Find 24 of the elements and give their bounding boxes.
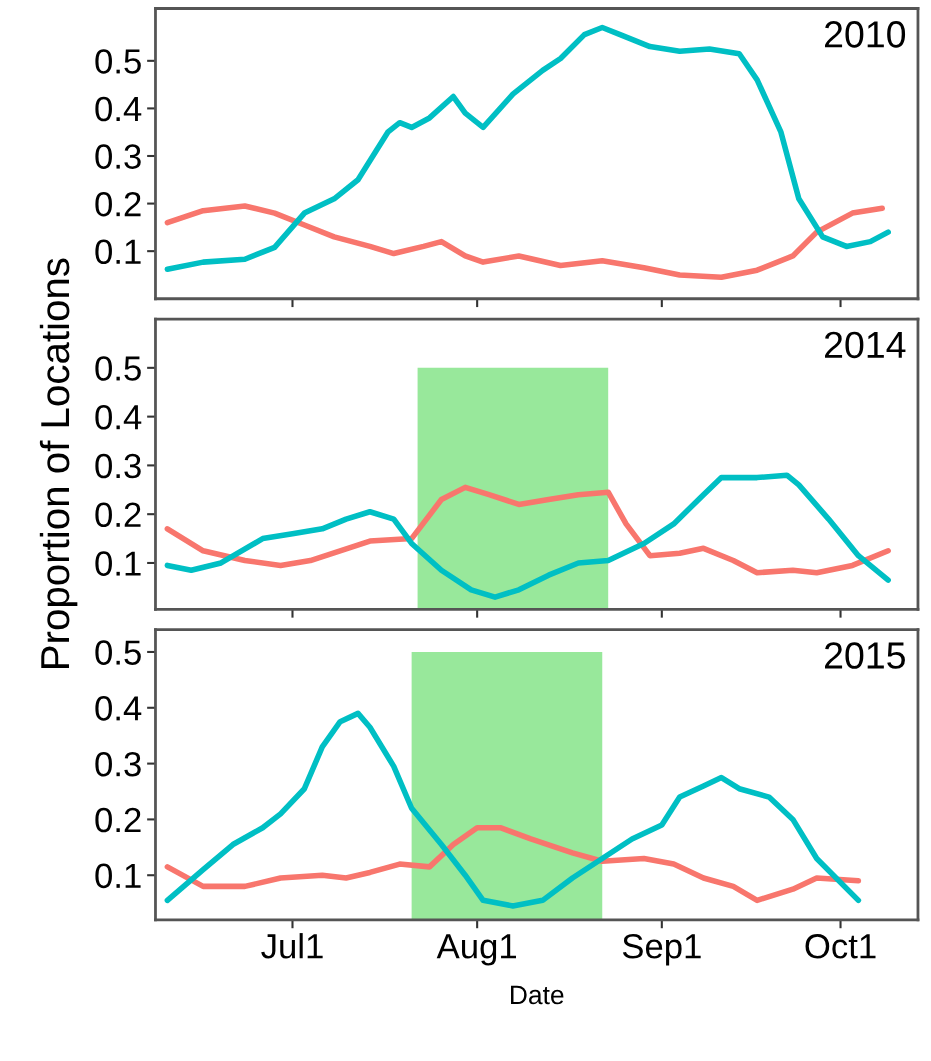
chart-title: 2010	[825, 21, 906, 48]
y-tick-label: 0.1	[95, 863, 141, 889]
x-axis-title: Date	[511, 985, 564, 1005]
y-tick-label: 0.3	[95, 751, 141, 777]
x-tick-label: Sep1	[622, 934, 701, 966]
y-tick-label: 0.4	[95, 696, 142, 721]
y-tick-label: 0.5	[95, 640, 141, 665]
chart-title: 2014	[825, 331, 906, 359]
x-tick-label: Aug1	[436, 934, 517, 966]
y-tick-label: 0.3	[95, 144, 141, 169]
y-tick-label: 0.1	[95, 239, 141, 265]
y-tick-label: 0.5	[95, 49, 141, 74]
y-axis-title: Proportion of Locations	[39, 258, 78, 668]
chart-title: 2015	[825, 642, 905, 669]
y-tick-label: 0.3	[95, 453, 141, 479]
y-tick-label: 0.4	[95, 404, 142, 430]
x-tick-label: Oct1	[805, 934, 876, 959]
x-tick-label: Jul1	[261, 933, 323, 959]
y-tick-label: 0.5	[95, 356, 141, 381]
y-tick-label: 0.2	[95, 502, 141, 528]
y-tick-label: 0.2	[95, 191, 141, 217]
y-tick-label: 0.4	[95, 96, 142, 122]
y-tick-label: 0.1	[95, 551, 141, 576]
y-tick-label: 0.2	[95, 807, 141, 833]
